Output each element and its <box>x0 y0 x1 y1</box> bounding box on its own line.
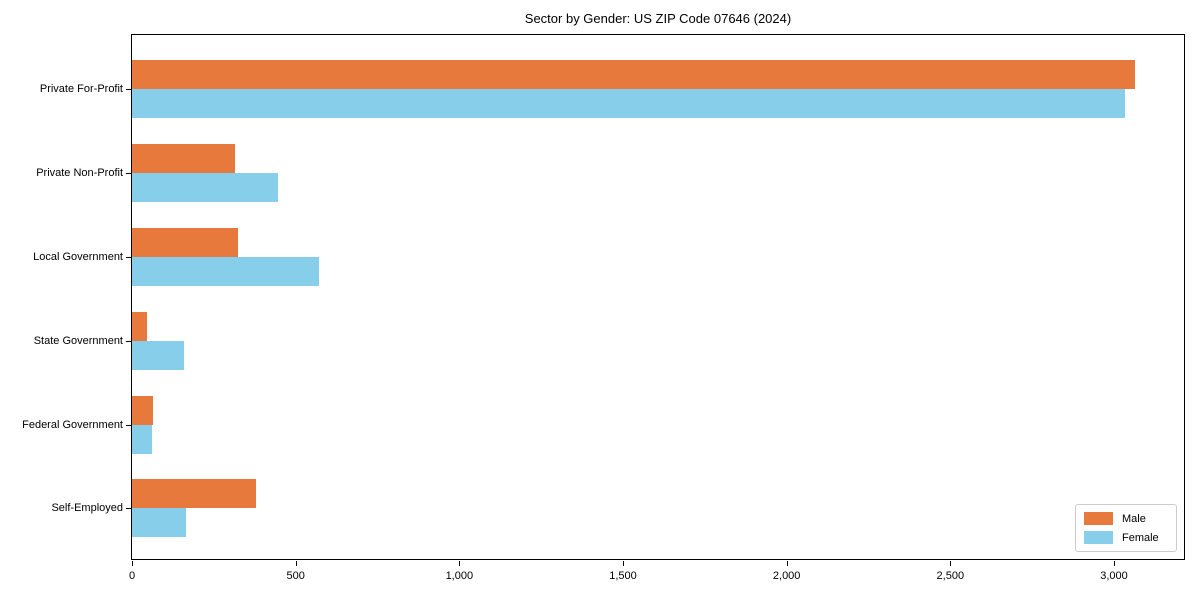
bar-male-self-employed <box>132 479 257 509</box>
bar-male-private-for-profit <box>132 60 1136 90</box>
y-axis-tick <box>126 508 131 510</box>
x-axis-tick <box>459 561 461 566</box>
legend-label-male: Male <box>1122 512 1146 525</box>
bar-male-federal-government <box>132 395 154 425</box>
y-axis-tick <box>126 340 131 342</box>
legend-swatch-female-icon <box>1084 531 1113 544</box>
bar-female-private-for-profit <box>132 89 1126 119</box>
x-axis-tick <box>950 561 952 566</box>
x-axis-tick <box>132 561 133 566</box>
bar-male-private-non-profit <box>132 144 236 174</box>
x-axis-label-2-000: 2,000 <box>772 570 801 582</box>
y-axis-label-private-non-profit: Private Non-Profit <box>36 167 123 180</box>
bar-male-local-government <box>132 227 239 257</box>
bar-female-private-non-profit <box>132 173 278 203</box>
y-axis-tick <box>126 256 131 258</box>
legend-label-female: Female <box>1122 531 1159 544</box>
x-axis-label-2-500: 2,500 <box>936 570 965 582</box>
x-axis-tick <box>622 561 624 566</box>
y-axis-tick <box>126 173 131 175</box>
x-axis-tick <box>1113 561 1115 566</box>
bar-female-local-government <box>132 256 319 286</box>
bar-male-state-government <box>132 311 147 341</box>
bar-female-state-government <box>132 340 185 370</box>
plot-area: Private For-Profit Private Non-Profit Loca… <box>22 34 1185 582</box>
y-axis-label-state-government: State Government <box>33 334 123 347</box>
bar-female-self-employed <box>132 508 186 538</box>
legend-entry-female: Female <box>1084 531 1166 544</box>
x-axis-label-500: 500 <box>286 570 305 582</box>
legend-entry-male: Male <box>1084 512 1166 525</box>
x-axis-tick <box>786 561 788 566</box>
y-axis-label-local-government: Local Government <box>33 250 123 263</box>
y-axis-tick <box>126 89 131 91</box>
x-axis-tick <box>295 561 297 566</box>
y-axis-tick <box>126 424 131 426</box>
chart-title: Sector by Gender: US ZIP Code 07646 (202… <box>524 11 792 26</box>
x-axis-label-3-000: 3,000 <box>1100 570 1128 582</box>
legend-swatch-male-icon <box>1084 512 1113 525</box>
x-axis-label-1-500: 1,500 <box>609 570 637 582</box>
x-axis-label-0: 0 <box>128 570 136 582</box>
x-axis-label-1-000: 1,000 <box>445 570 474 582</box>
legend: Male Female <box>1075 504 1177 552</box>
y-axis-label-private-for-profit: Private For-Profit <box>39 83 123 96</box>
bar-female-federal-government <box>132 424 152 454</box>
y-axis-label-self-employed: Self-Employed <box>51 502 123 515</box>
y-axis-label-federal-government: Federal Government <box>22 418 123 431</box>
